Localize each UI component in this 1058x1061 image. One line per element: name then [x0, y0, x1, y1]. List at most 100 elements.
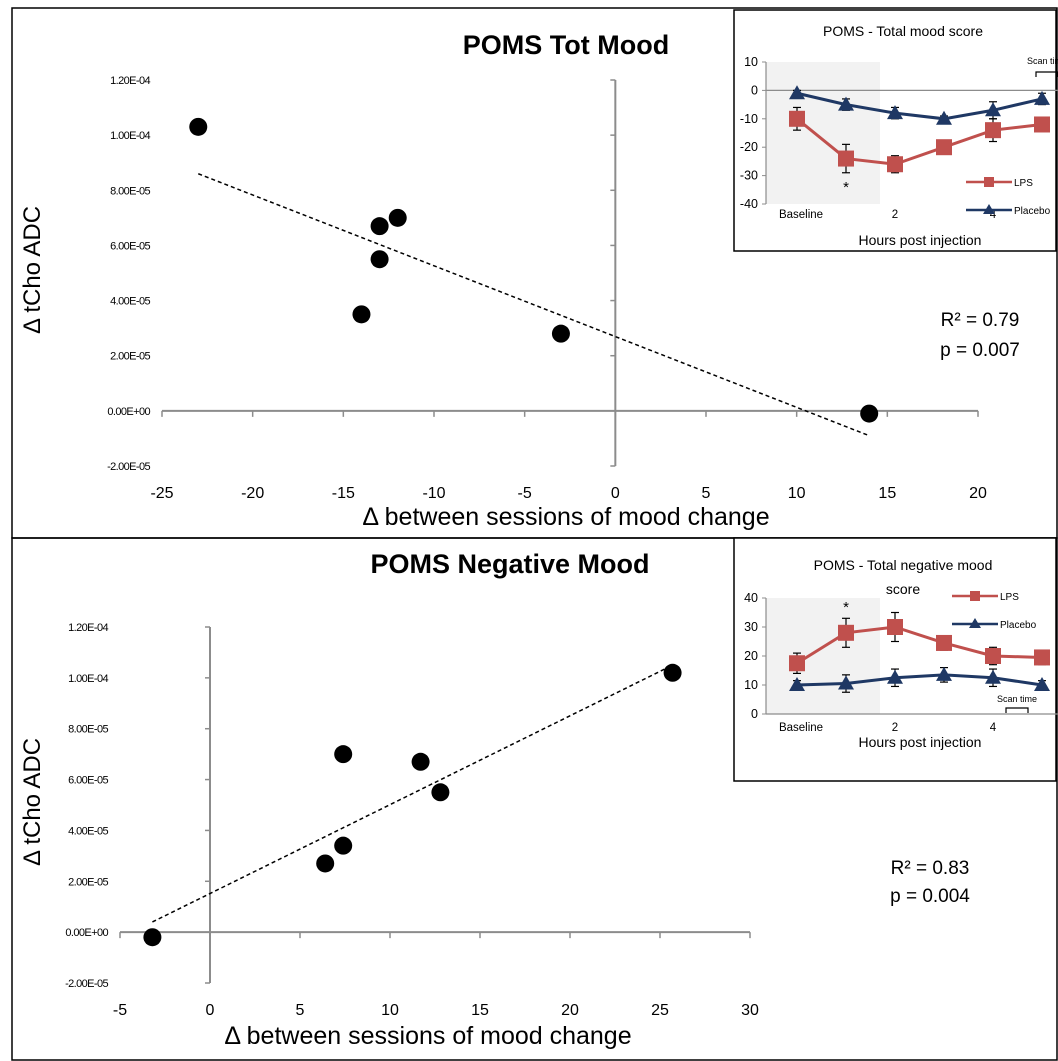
inset-scan-time-label: Scan time: [997, 694, 1037, 704]
inset-x-tick-label: 2: [892, 722, 898, 734]
inset-marker-triangle: [1034, 90, 1050, 105]
x-tick-label: 5: [296, 1002, 305, 1019]
y-tick-label: 8.00E-05: [110, 185, 150, 197]
inset-title: score: [886, 581, 920, 597]
inset-y-tick-label: -40: [740, 197, 758, 211]
x-tick-label: 20: [561, 1002, 579, 1019]
inset-marker-square: [936, 634, 952, 651]
y-tick-label: 4.00E-05: [110, 296, 150, 308]
inset-series-line: [796, 625, 1043, 665]
inset-marker-triangle: [1034, 677, 1050, 691]
x-axis-label: Δ between sessions of mood change: [362, 503, 769, 531]
trend-line: [197, 173, 870, 437]
panel-bottom: POMS Negative Mood Δ tCho ADC Δ between se…: [19, 537, 1058, 1050]
p-value-label: p = 0.004: [890, 886, 970, 907]
x-tick-label: 10: [788, 485, 806, 502]
inset-chart: POMS - Total negative mood score 40 30 20 10 0…: [733, 537, 1058, 782]
inset-y-tick-label: 20: [744, 649, 758, 663]
y-tick-label: -2.00E-05: [107, 461, 150, 473]
data-point: [370, 217, 389, 236]
inset-y-tick-label: 30: [744, 620, 758, 634]
x-tick-label: 25: [651, 1002, 669, 1019]
x-tick-label: 30: [741, 1002, 759, 1019]
inset-legend-marker: [983, 204, 995, 214]
panel-top: POMS Tot Mood Δ tCho ADC Δ between session…: [19, 9, 1058, 531]
data-point: [352, 305, 371, 324]
y-tick-label: -2.00E-05: [65, 978, 108, 990]
y-tick-label: 6.00E-05: [68, 775, 108, 787]
y-tick-label: 0.00E+00: [107, 406, 150, 418]
inset-chart: POMS - Total mood score 10 0 -10 -20 -30 -40 Ba…: [733, 9, 1058, 252]
inset-x-tick-label: Baseline: [779, 209, 823, 221]
inset-marker-square: [789, 655, 805, 672]
inset-marker-square: [789, 110, 805, 127]
inset-marker-triangle: [985, 669, 1001, 684]
x-tick-label: -20: [241, 485, 264, 502]
data-point: [334, 836, 353, 855]
y-tick-label: 2.00E-05: [110, 351, 150, 363]
p-value-label: p = 0.007: [940, 340, 1020, 361]
inset-series-line: [796, 91, 1043, 121]
inset-baseline-shade: [766, 598, 880, 714]
inset-series-line: [796, 673, 1043, 687]
inset-y-tick-label: -10: [740, 112, 758, 126]
inset-x-tick-label: 4: [990, 722, 997, 734]
inset-scan-time-bracket: [1005, 707, 1029, 713]
chart-title: POMS Tot Mood: [463, 30, 669, 60]
y-tick-label: 1.00E-04: [68, 673, 108, 685]
data-point: [334, 745, 353, 764]
data-point: [860, 404, 879, 423]
inset-y-tick-label: 10: [744, 55, 758, 69]
inset-x-axis-label: Hours post injection: [859, 734, 982, 750]
inset-y-tick-label: 0: [751, 83, 758, 97]
y-tick-label: 0.00E+00: [65, 927, 108, 939]
inset-y-tick-label: 40: [744, 591, 758, 605]
data-point: [431, 783, 450, 802]
x-tick-label: 15: [471, 1002, 489, 1019]
y-axis-label: Δ tCho ADC: [19, 738, 46, 866]
inset-significance-star: *: [843, 179, 849, 196]
inset-legend-label: LPS: [1000, 592, 1019, 603]
inset-marker-triangle: [887, 669, 903, 684]
y-tick-label: 6.00E-05: [110, 240, 150, 252]
data-point: [388, 208, 407, 227]
y-tick-label: 4.00E-05: [68, 825, 108, 837]
inset-marker-triangle: [789, 85, 805, 100]
inset-marker-square: [838, 624, 854, 641]
data-point: [411, 752, 430, 771]
data-point: [143, 928, 162, 947]
inset-marker-triangle: [985, 102, 1001, 117]
y-axis-label: Δ tCho ADC: [19, 206, 46, 334]
inset-marker-triangle: [838, 675, 854, 690]
inset-marker-triangle: [838, 96, 854, 111]
data-point: [189, 117, 208, 136]
x-tick-label: 5: [702, 485, 711, 502]
inset-scan-time-bracket: [1035, 71, 1058, 77]
inset-x-tick-label: 2: [892, 209, 898, 221]
y-tick-label: 2.00E-05: [68, 876, 108, 888]
inset-marker-square: [985, 648, 1001, 664]
inset-significance-star: *: [843, 599, 849, 616]
inset-marker-square: [838, 150, 854, 167]
x-tick-label: 0: [611, 485, 620, 502]
data-point: [316, 854, 335, 873]
inset-marker-square: [887, 156, 903, 173]
inset-y-tick-label: 0: [751, 707, 758, 721]
inset-y-tick-label: 10: [744, 678, 758, 692]
inset-marker-triangle: [887, 105, 903, 120]
inset-y-tick-label: -20: [740, 140, 758, 154]
inset-marker-square: [985, 122, 1001, 139]
inset-marker-square: [1034, 116, 1050, 133]
y-tick-label: 1.20E-04: [68, 622, 108, 634]
inset-title: POMS - Total negative mood: [814, 557, 993, 573]
inset-legend-marker: [970, 591, 980, 601]
inset-marker-square: [887, 619, 903, 635]
x-tick-label: -10: [422, 485, 445, 502]
inset-legend-label: Placebo: [1014, 206, 1051, 217]
x-tick-label: 15: [878, 485, 896, 502]
data-point: [370, 250, 389, 269]
data-point: [551, 324, 570, 343]
inset-marker-triangle: [936, 666, 952, 681]
inset-marker-triangle: [789, 677, 805, 691]
